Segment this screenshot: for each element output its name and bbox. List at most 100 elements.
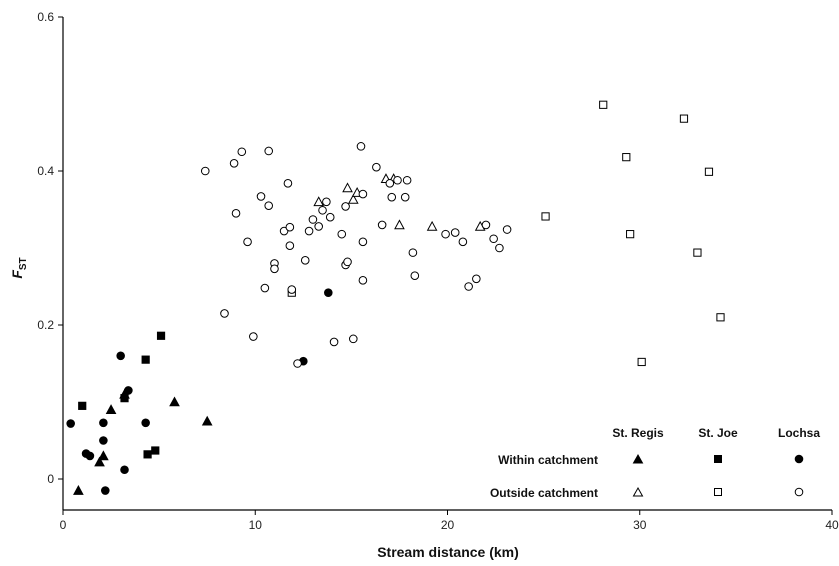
x-tick-label: 0 [60,518,67,532]
st-joe-outside-catchment-point [716,313,725,322]
lochsa-within-catchment-point [120,465,129,475]
legend-marker-lochsa-within [794,454,804,464]
lochsa-outside-catchment-point [481,220,491,230]
lochsa-outside-catchment-point [287,285,297,294]
lochsa-outside-catchment-point [220,309,229,318]
lochsa-outside-catchment-point [410,271,420,281]
lochsa-outside-catchment-point [322,197,331,207]
lochsa-outside-catchment-point [260,283,270,293]
lochsa-outside-catchment-point [358,276,368,285]
legend-row-outside: Outside catchment [490,486,598,500]
lochsa-outside-catchment-point [264,201,274,210]
lochsa-outside-catchment-point [450,228,460,237]
st-joe-outside-catchment-point [637,357,646,367]
st-regis-outside-catchment-point [394,219,405,230]
st-joe-outside-catchment-point [626,230,635,239]
lochsa-outside-catchment-point [377,220,387,230]
lochsa-within-catchment-point [141,418,150,428]
lochsa-outside-catchment-point [308,215,318,224]
y-axis-title-main: F [9,270,25,279]
lochsa-outside-catchment-point [325,212,335,222]
st-joe-within-catchment-point [141,355,150,364]
lochsa-outside-catchment-point [337,229,347,239]
lochsa-outside-catchment-point [293,359,302,368]
lochsa-outside-catchment-point [243,237,252,247]
lochsa-within-catchment-point [100,486,110,495]
st-joe-outside-catchment-point [693,248,702,257]
lochsa-outside-catchment-point [502,225,512,234]
lochsa-outside-catchment-point [495,243,504,253]
lochsa-outside-catchment-point [270,264,279,274]
st-regis-outside-catchment-point [426,220,438,231]
st-regis-within-catchment-point [105,404,117,414]
lochsa-within-catchment-point [324,288,333,297]
st-joe-outside-catchment-point [599,100,608,109]
st-regis-within-catchment-point [73,485,84,495]
lochsa-outside-catchment-point [249,332,258,341]
y-tick-label: 0.4 [37,164,54,178]
legend-marker-st-regis-within [632,453,644,464]
legend-marker-st-joe-outside [714,488,722,496]
y-axis-title: FST [9,257,29,278]
lochsa-outside-catchment-point [200,166,210,176]
st-joe-within-catchment-point [156,331,166,340]
legend-marker-st-joe-within [714,455,722,463]
lochsa-outside-catchment-point [472,274,481,284]
st-regis-within-catchment-point [98,450,109,461]
legend-col-lochsa: Lochsa [778,426,820,440]
st-regis-outside-catchment-point [313,196,325,207]
lochsa-outside-catchment-point [402,175,412,185]
lochsa-outside-catchment-point [341,202,350,211]
x-tick-label: 20 [441,518,455,532]
lochsa-within-catchment-point [85,451,95,461]
lochsa-outside-catchment-point [264,146,274,156]
y-tick-label: 0.6 [37,10,54,24]
st-regis-outside-catchment-point [342,182,353,193]
lochsa-outside-catchment-point [329,337,339,347]
y-tick-label: 0 [47,472,54,486]
y-tick-label: 0.2 [37,318,54,332]
y-axis-title-sub: ST [18,257,29,270]
lochsa-outside-catchment-point [279,226,289,236]
st-joe-within-catchment-point [78,401,87,410]
lochsa-outside-catchment-point [314,222,323,231]
legend-marker-lochsa-outside [794,487,804,497]
st-regis-within-catchment-point [169,396,180,407]
lochsa-outside-catchment-point [318,205,327,215]
lochsa-outside-catchment-point [285,222,295,232]
st-joe-outside-catchment-point [679,114,689,123]
st-joe-within-catchment-point [120,394,129,403]
lochsa-outside-catchment-point [464,282,473,291]
legend-col-st-regis: St. Regis [612,426,664,440]
lochsa-outside-catchment-point [343,257,352,267]
lochsa-outside-catchment-point [300,256,310,265]
x-axis-title: Stream distance (km) [377,544,519,560]
lochsa-outside-catchment-point [393,175,402,185]
lochsa-within-catchment-point [66,419,75,428]
lochsa-outside-catchment-point [408,248,418,257]
legend-marker-st-regis-outside [632,486,644,497]
lochsa-within-catchment-point [116,351,125,361]
lochsa-outside-catchment-point [285,241,295,250]
x-tick-label: 10 [249,518,263,532]
st-joe-outside-catchment-point [622,153,631,162]
lochsa-outside-catchment-point [356,142,366,151]
lochsa-outside-catchment-point [256,192,266,201]
lochsa-outside-catchment-point [348,334,358,344]
lochsa-outside-catchment-point [358,237,368,247]
st-joe-within-catchment-point [151,446,160,455]
st-joe-outside-catchment-point [704,167,714,176]
lochsa-outside-catchment-point [358,189,368,199]
lochsa-outside-catchment-point [231,209,241,218]
lochsa-outside-catchment-point [304,226,314,236]
lochsa-outside-catchment-point [283,179,293,188]
lochsa-outside-catchment-point [372,162,381,172]
lochsa-outside-catchment-point [441,229,450,239]
ticks: 0 0.2 0.4 0.6 0 10 20 30 40 [37,10,839,532]
x-tick-label: 40 [825,518,839,532]
st-joe-outside-catchment-point [541,212,550,221]
lochsa-within-catchment-point [99,418,108,428]
legend-row-within: Within catchment [498,453,598,467]
data-points [66,100,725,495]
